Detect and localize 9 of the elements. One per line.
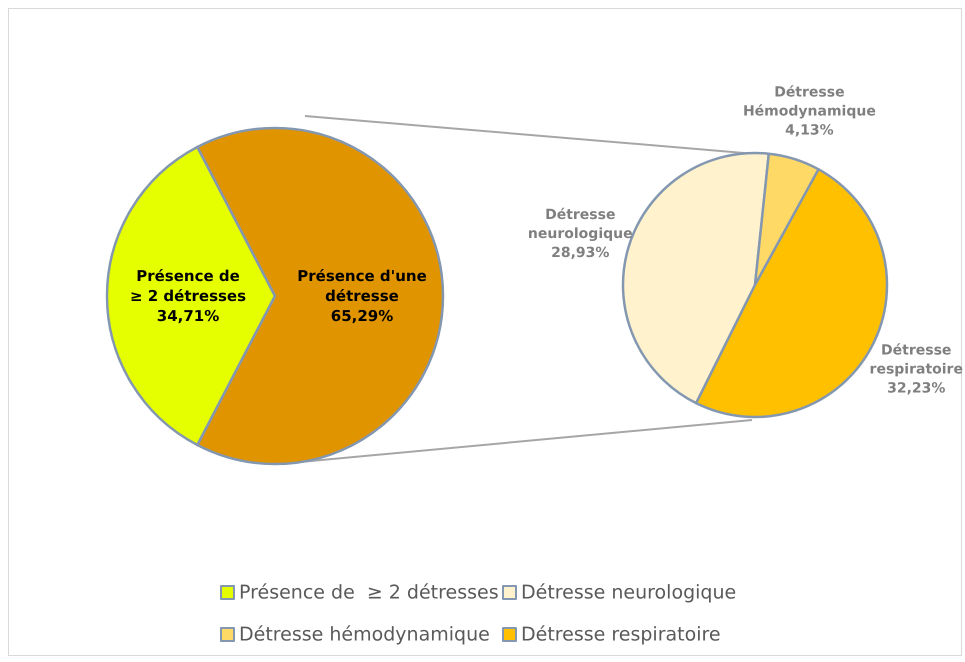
legend-label: Détresse hémodynamique: [239, 624, 490, 646]
data-label: Détresse Hémodynamique 4,13%: [742, 84, 876, 138]
legend-label: Présence de ≥ 2 détresses: [239, 582, 499, 604]
data-label: Détresse neurologique 28,93%: [528, 207, 633, 262]
data-label: Présence de ≥ 2 détresses 34,71%: [130, 267, 246, 325]
data-label: Détresse respiratoire 32,23%: [870, 342, 963, 396]
legend-label: Détresse neurologique: [521, 582, 736, 604]
legend-label: Détresse respiratoire: [521, 624, 721, 646]
data-label: Présence d'une détresse 65,29%: [297, 267, 427, 325]
